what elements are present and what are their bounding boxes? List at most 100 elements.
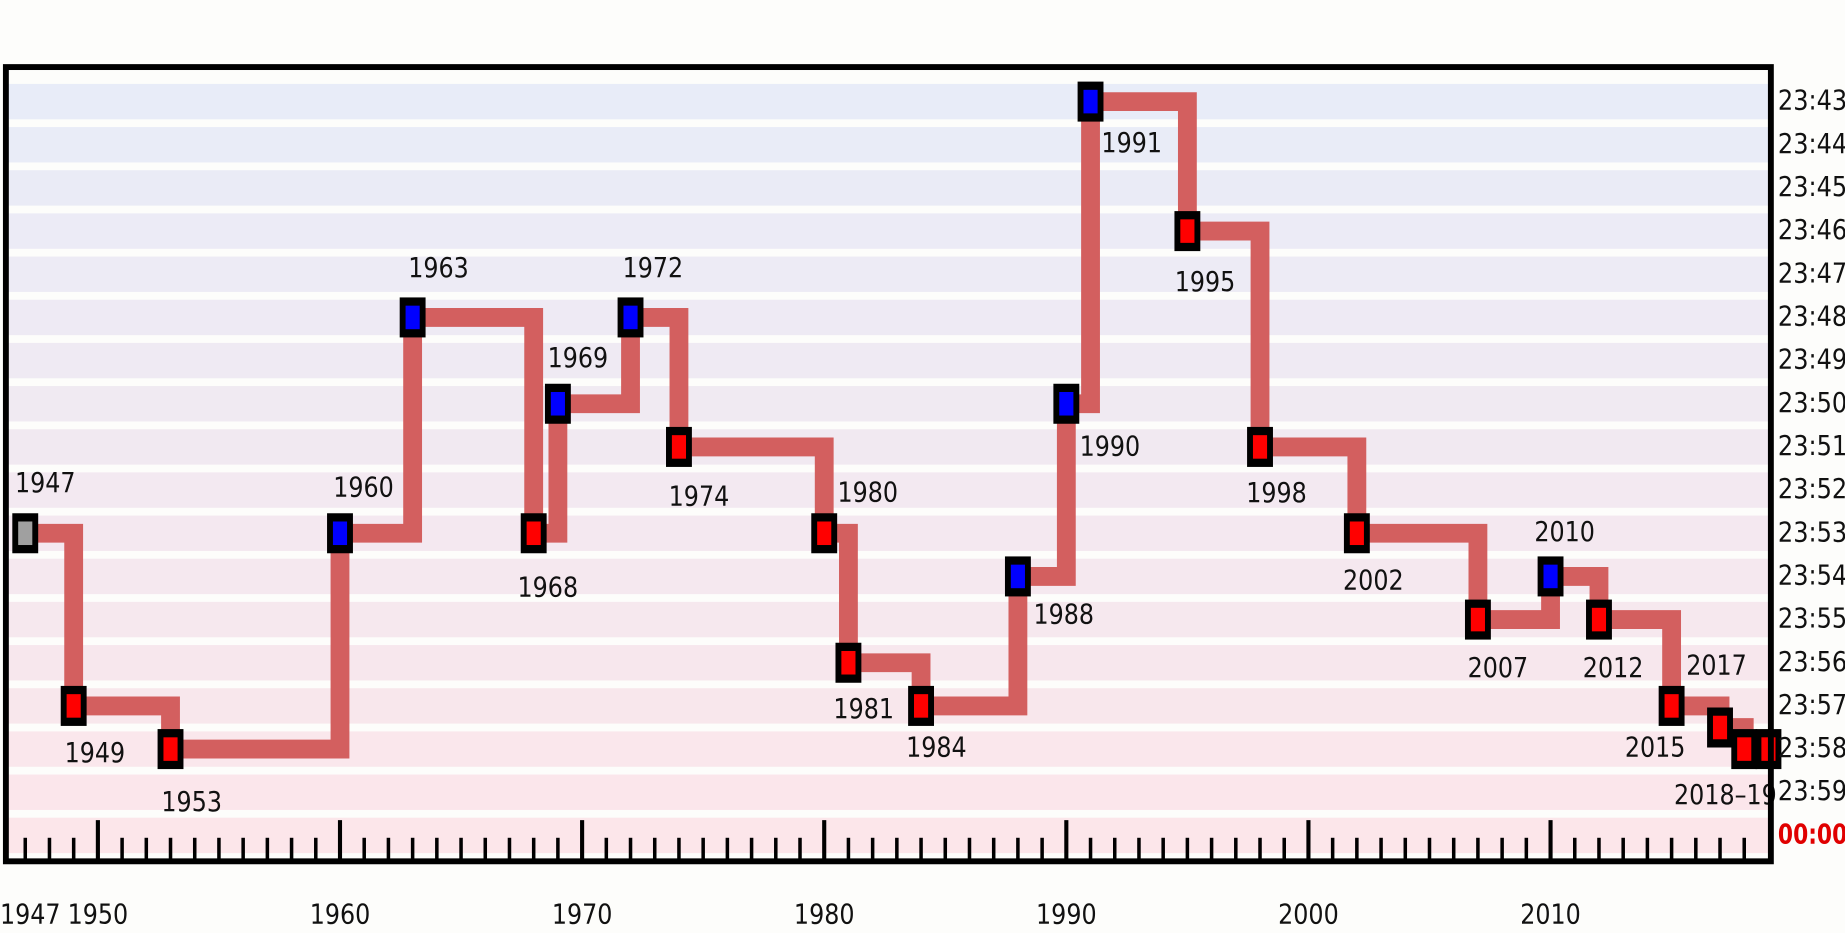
marker-fill xyxy=(332,521,348,546)
grid-band xyxy=(5,256,1771,292)
marker-fill xyxy=(1083,89,1098,114)
point-label: 1968 xyxy=(518,571,579,604)
y-tick-label: 23:53 xyxy=(1778,515,1845,548)
y-tick-label: 23:58 xyxy=(1778,731,1845,764)
grid-band xyxy=(5,515,1771,551)
marker-fill xyxy=(550,391,565,416)
point-label: 1988 xyxy=(1034,597,1095,630)
marker xyxy=(1174,211,1201,252)
x-tick-label: 1960 xyxy=(310,897,371,930)
marker-fill xyxy=(1664,694,1679,718)
point-label: 1953 xyxy=(161,785,222,818)
y-tick-label: 23:47 xyxy=(1778,256,1845,289)
point-label: 1995 xyxy=(1175,265,1236,298)
point-label: 1980 xyxy=(837,475,898,508)
point-label: 1984 xyxy=(906,730,967,763)
marker-fill xyxy=(841,650,856,675)
marker xyxy=(666,426,692,467)
point-label: 1981 xyxy=(833,692,894,725)
y-tick-label: 23:43 xyxy=(1778,84,1845,117)
marker-fill xyxy=(1591,607,1607,632)
marker xyxy=(1004,556,1031,597)
grid-band xyxy=(5,688,1771,724)
y-tick-label: 23:51 xyxy=(1778,429,1845,462)
point-label: 2010 xyxy=(1534,515,1595,548)
point-label: 2012 xyxy=(1583,651,1644,684)
marker-fill xyxy=(671,435,687,459)
marker-fill xyxy=(18,521,33,546)
point-label: 2002 xyxy=(1343,563,1404,596)
marker-fill xyxy=(1543,564,1558,589)
x-tick-label: 1947 xyxy=(0,897,61,930)
marker-fill xyxy=(817,521,832,546)
y-tick-label: 00:00 xyxy=(1778,817,1845,850)
grid-band xyxy=(5,774,1771,810)
marker-fill xyxy=(526,521,541,546)
point-label: 1972 xyxy=(623,251,684,284)
y-tick-label: 23:57 xyxy=(1778,688,1845,721)
marker xyxy=(1707,707,1733,748)
marker-fill xyxy=(1059,391,1074,416)
y-tick-label: 23:50 xyxy=(1778,386,1845,419)
marker-fill xyxy=(914,694,929,718)
marker xyxy=(520,513,547,554)
point-label: 1990 xyxy=(1080,429,1141,462)
marker xyxy=(1537,556,1564,597)
step-line xyxy=(25,92,1769,759)
marker-fill xyxy=(1737,737,1752,761)
grid-band xyxy=(5,83,1771,120)
x-tick-label: 1950 xyxy=(68,897,129,930)
marker-fill xyxy=(623,305,638,330)
point-label: 1949 xyxy=(65,736,126,769)
marker-fill xyxy=(1252,435,1268,459)
marker xyxy=(544,383,571,424)
y-tick-label: 23:54 xyxy=(1778,558,1845,591)
point-label: 1974 xyxy=(669,480,730,513)
x-tick-label: 1970 xyxy=(552,897,613,930)
marker-fill xyxy=(405,305,420,330)
marker xyxy=(1464,599,1491,640)
marker xyxy=(811,513,838,554)
marker xyxy=(1658,685,1685,726)
y-tick-label: 23:44 xyxy=(1778,127,1845,160)
y-tick-label: 23:52 xyxy=(1778,472,1845,505)
marker-fill xyxy=(1712,715,1728,740)
point-label: 1947 xyxy=(15,466,76,499)
grid-band xyxy=(5,558,1771,595)
marker-fill xyxy=(66,694,81,718)
grid-band xyxy=(5,817,1771,854)
plot-frame xyxy=(2,64,1774,865)
grid-band xyxy=(5,299,1771,336)
x-tick-label: 2010 xyxy=(1520,897,1581,930)
marker xyxy=(835,642,862,683)
point-label: 1960 xyxy=(333,471,394,504)
grid-band xyxy=(5,429,1771,465)
marker xyxy=(1247,426,1273,467)
marker xyxy=(327,513,353,554)
marker xyxy=(908,685,935,726)
marker xyxy=(399,297,426,338)
grid-band xyxy=(5,386,1771,422)
x-tick-label: 1980 xyxy=(794,897,855,930)
point-label: 2015 xyxy=(1625,730,1686,763)
y-tick-label: 23:45 xyxy=(1778,170,1845,203)
grid-band xyxy=(5,170,1771,206)
marker-fill xyxy=(1349,521,1364,546)
marker-fill xyxy=(1010,564,1025,589)
point-label: 1969 xyxy=(548,341,609,374)
y-tick-label: 23:48 xyxy=(1778,299,1845,332)
marker xyxy=(1077,81,1104,122)
point-label: 2018–19 xyxy=(1674,778,1777,811)
x-tick-label: 2000 xyxy=(1278,897,1339,930)
point-label: 1998 xyxy=(1246,476,1307,509)
y-tick-label: 23:55 xyxy=(1778,602,1845,635)
marker-fill xyxy=(163,737,178,761)
grid-band xyxy=(5,472,1771,508)
point-label: 2007 xyxy=(1468,651,1529,684)
x-tick-label: 1990 xyxy=(1036,897,1097,930)
grid-band xyxy=(5,127,1771,163)
y-tick-label: 23:49 xyxy=(1778,343,1845,376)
marker xyxy=(157,729,184,770)
